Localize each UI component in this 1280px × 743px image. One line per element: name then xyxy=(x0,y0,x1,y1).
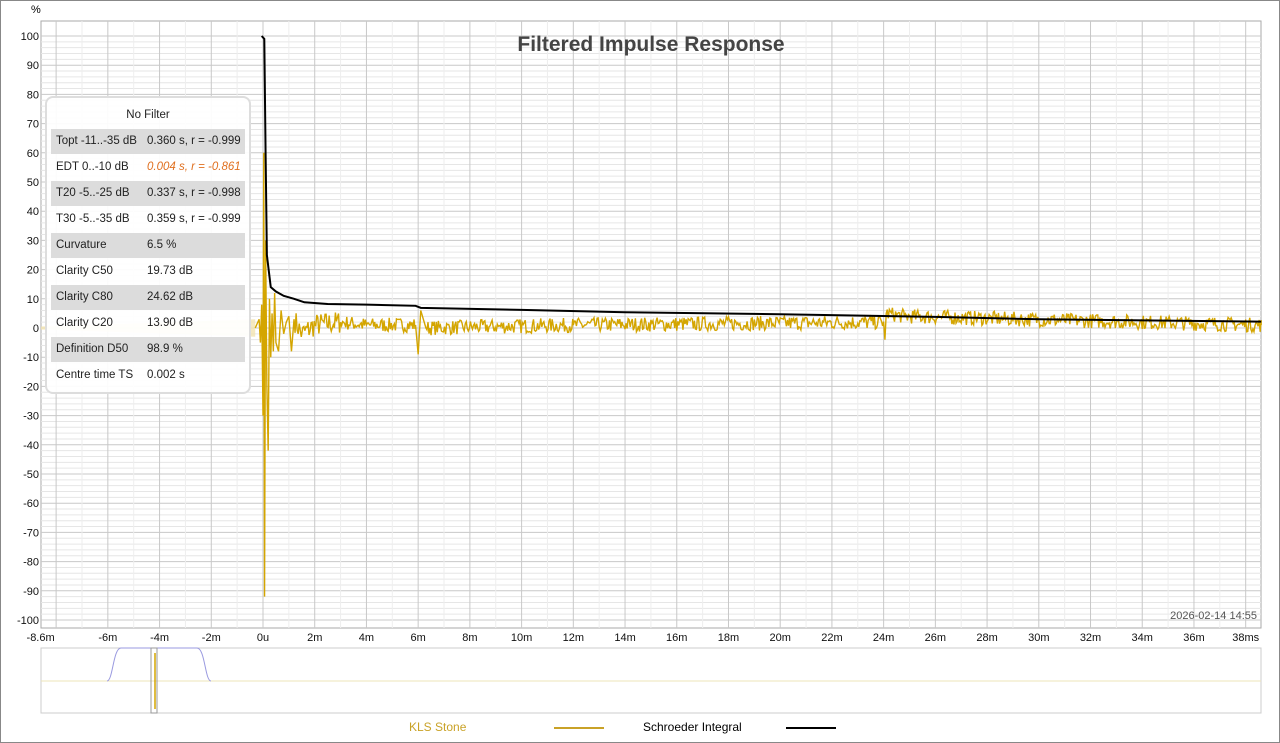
y-tick-label: 0 xyxy=(33,323,39,335)
x-tick-label: 24m xyxy=(873,632,894,644)
y-tick-label: -40 xyxy=(23,440,39,452)
info-key: T30 -5..-35 dB xyxy=(56,213,130,225)
x-tick-label: -4m xyxy=(150,632,169,644)
x-tick-label: 8m xyxy=(462,632,477,644)
x-tick-label: -6m xyxy=(98,632,117,644)
info-key: Topt -11..-35 dB xyxy=(56,135,137,147)
info-value: 0.004 s, r = -0.861 xyxy=(147,161,241,173)
info-row: EDT 0..-10 dB 0.004 s, r = -0.861 xyxy=(51,155,245,180)
y-tick-label: -70 xyxy=(23,527,39,539)
x-tick-label: -2m xyxy=(202,632,221,644)
info-row: Curvature 6.5 % xyxy=(51,233,245,258)
info-key: T20 -5..-25 dB xyxy=(56,187,130,199)
y-tick-label: 70 xyxy=(27,119,39,131)
x-tick-label: 34m xyxy=(1132,632,1153,644)
info-key: Centre time TS xyxy=(56,369,134,381)
y-tick-label: -30 xyxy=(23,411,39,423)
overview-navigator[interactable] xyxy=(40,647,1262,714)
x-tick-label: 22m xyxy=(821,632,842,644)
x-tick-label: 26m xyxy=(925,632,946,644)
series-kls-stone xyxy=(254,152,1262,597)
info-row: T20 -5..-25 dB 0.337 s, r = -0.998 xyxy=(51,181,245,206)
info-key: Definition D50 xyxy=(56,343,129,355)
x-tick-label: 10m xyxy=(511,632,532,644)
x-tick-label: -8.6m xyxy=(27,632,55,644)
x-tick-label: 38ms xyxy=(1232,632,1259,644)
info-row: Centre time TS 0.002 s xyxy=(51,363,245,388)
info-value: 98.9 % xyxy=(147,343,183,355)
y-tick-label: 60 xyxy=(27,148,39,160)
y-tick-label: 90 xyxy=(27,60,39,72)
x-tick-label: 36m xyxy=(1183,632,1204,644)
x-tick-label: 4m xyxy=(359,632,374,644)
x-tick-label: 18m xyxy=(718,632,739,644)
overview-window-shape xyxy=(106,647,212,682)
info-title: No Filter xyxy=(126,109,170,121)
y-tick-label: 100 xyxy=(21,31,39,43)
overview-selection-handle[interactable] xyxy=(150,647,158,714)
x-tick-label: 14m xyxy=(614,632,635,644)
info-row: Topt -11..-35 dB 0.360 s, r = -0.999 xyxy=(51,129,245,154)
y-tick-label: 50 xyxy=(27,177,39,189)
info-row: Definition D50 98.9 % xyxy=(51,337,245,362)
x-tick-label: 32m xyxy=(1080,632,1101,644)
info-key: Clarity C50 xyxy=(56,265,113,277)
y-tick-label: -90 xyxy=(23,586,39,598)
info-key: Clarity C20 xyxy=(56,317,113,329)
x-tick-label: 28m xyxy=(976,632,997,644)
series-schroeder-integral xyxy=(260,35,1262,323)
info-value: 0.002 s xyxy=(147,369,185,381)
measurement-info-panel: No Filter Topt -11..-35 dB 0.360 s, r = -… xyxy=(45,96,251,394)
info-value: 19.73 dB xyxy=(147,265,194,277)
info-key: EDT 0..-10 dB xyxy=(56,161,129,173)
info-value: 13.90 dB xyxy=(147,317,194,329)
x-tick-label: 20m xyxy=(769,632,790,644)
legend-label-schroeder: Schroeder Integral xyxy=(643,720,742,734)
info-value: 0.337 s, r = -0.998 xyxy=(147,187,241,199)
info-row: T30 -5..-35 dB 0.359 s, r = -0.999 xyxy=(51,207,245,232)
y-tick-label: -20 xyxy=(23,381,39,393)
legend-line-schroeder xyxy=(786,727,836,729)
legend-label-kls-stone: KLS Stone xyxy=(409,720,467,734)
info-value: 0.360 s, r = -0.999 xyxy=(147,135,241,147)
chart-title: Filtered Impulse Response xyxy=(517,33,784,56)
x-tick-label: 2m xyxy=(307,632,322,644)
y-tick-label: 20 xyxy=(27,265,39,277)
y-tick-label: -50 xyxy=(23,469,39,481)
info-key: Clarity C80 xyxy=(56,291,113,303)
y-tick-label: -80 xyxy=(23,557,39,569)
info-value: 0.359 s, r = -0.999 xyxy=(147,213,241,225)
info-row: Clarity C20 13.90 dB xyxy=(51,311,245,336)
info-key: Curvature xyxy=(56,239,107,251)
y-tick-label: 80 xyxy=(27,89,39,101)
info-row: Clarity C80 24.62 dB xyxy=(51,285,245,310)
x-tick-label: 6m xyxy=(411,632,426,644)
y-tick-label: -100 xyxy=(17,615,39,627)
y-axis-unit: % xyxy=(31,4,41,16)
x-tick-label: 0u xyxy=(257,632,269,644)
y-tick-label: 30 xyxy=(27,235,39,247)
y-tick-label: 40 xyxy=(27,206,39,218)
x-tick-label: 12m xyxy=(563,632,584,644)
info-row: Clarity C50 19.73 dB xyxy=(51,259,245,284)
x-tick-label: 16m xyxy=(666,632,687,644)
x-tick-label: 30m xyxy=(1028,632,1049,644)
y-tick-label: 10 xyxy=(27,294,39,306)
info-value: 6.5 % xyxy=(147,239,177,251)
legend-line-kls-stone xyxy=(554,727,604,729)
info-value: 24.62 dB xyxy=(147,291,194,303)
y-tick-label: -10 xyxy=(23,352,39,364)
y-tick-label: -60 xyxy=(23,498,39,510)
timestamp: 2026-02-14 14:55 xyxy=(1170,610,1257,622)
